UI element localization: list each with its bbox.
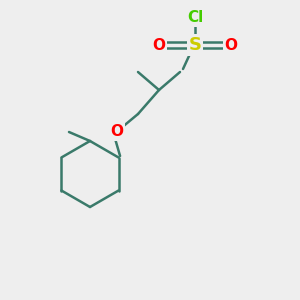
Text: O: O: [224, 38, 238, 52]
Text: S: S: [188, 36, 202, 54]
Text: O: O: [110, 124, 124, 140]
Text: O: O: [152, 38, 166, 52]
Text: Cl: Cl: [187, 11, 203, 26]
